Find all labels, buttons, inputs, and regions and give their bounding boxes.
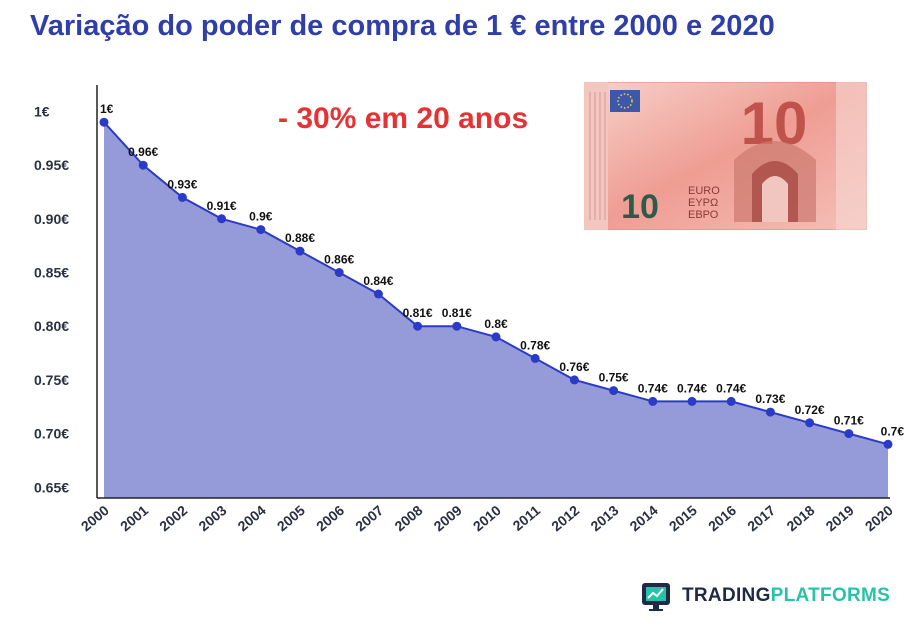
y-tick-label: 0.85€ xyxy=(34,265,69,281)
data-label: 0.75€ xyxy=(599,371,629,385)
data-point xyxy=(99,117,109,127)
svg-text:10: 10 xyxy=(621,188,659,226)
x-tick-label: 2012 xyxy=(548,502,582,534)
data-label: 0.76€ xyxy=(559,360,589,374)
x-tick-label: 2014 xyxy=(627,502,661,534)
chart-title: Variação do poder de compra de 1 € entre… xyxy=(30,10,775,42)
data-label: 0.93€ xyxy=(167,177,197,191)
data-point xyxy=(648,396,658,406)
brand-logo: TRADINGPLATFORMS xyxy=(640,578,890,614)
data-point xyxy=(138,160,148,170)
x-tick-label: 2018 xyxy=(783,502,817,534)
data-point xyxy=(413,321,423,331)
brand-name-part1: TRADING xyxy=(682,585,771,606)
svg-text:ЕВРО: ЕВРО xyxy=(688,209,719,221)
x-tick-label: 2007 xyxy=(352,502,386,534)
x-tick-label: 2017 xyxy=(744,502,778,534)
data-label: 0.72€ xyxy=(795,403,825,417)
x-tick-label: 2000 xyxy=(78,502,112,534)
x-tick-label: 2006 xyxy=(313,502,347,534)
data-label: 0.88€ xyxy=(285,231,315,245)
x-tick-label: 2005 xyxy=(274,502,308,534)
data-label: 0.81€ xyxy=(442,306,472,320)
x-tick-label: 2015 xyxy=(666,502,700,534)
y-tick-label: 0.70€ xyxy=(34,426,69,442)
data-label: 1€ xyxy=(100,102,114,116)
x-tick-label: 2003 xyxy=(195,502,229,534)
y-tick-label: 0.95€ xyxy=(34,157,69,173)
data-label: 0.9€ xyxy=(249,210,273,224)
data-label: 0.8€ xyxy=(484,317,508,331)
y-tick-label: 0.65€ xyxy=(34,479,69,495)
svg-text:EURO: EURO xyxy=(688,185,720,197)
data-point xyxy=(844,429,854,439)
x-tick-label: 2001 xyxy=(117,502,151,534)
x-tick-label: 2010 xyxy=(470,502,504,534)
annotation-text: - 30% em 20 anos xyxy=(278,102,529,135)
data-label: 0.86€ xyxy=(324,253,354,267)
euro-10-banknote-image: 10 EURO ΕΥΡΩ ЕВРО 10 xyxy=(584,82,867,230)
x-tick-label: 2002 xyxy=(156,502,190,534)
data-point xyxy=(805,418,815,428)
data-point xyxy=(765,407,775,417)
data-point xyxy=(883,439,893,449)
trading-platforms-logo-icon xyxy=(642,583,670,611)
data-point xyxy=(177,192,187,202)
data-point xyxy=(530,353,540,363)
data-point xyxy=(452,321,462,331)
x-tick-label: 2020 xyxy=(862,502,896,534)
data-label: 0.78€ xyxy=(520,338,550,352)
data-point xyxy=(609,386,619,396)
svg-text:ΕΥΡΩ: ΕΥΡΩ xyxy=(688,197,718,209)
x-tick-label: 2004 xyxy=(235,502,269,534)
y-tick-label: 0.80€ xyxy=(34,318,69,334)
data-point xyxy=(256,225,266,235)
brand-name-part2: PLATFORMS xyxy=(770,585,891,606)
data-point xyxy=(491,332,501,342)
data-label: 0.74€ xyxy=(638,381,668,395)
data-label: 0.74€ xyxy=(716,381,746,395)
data-point xyxy=(726,396,736,406)
data-label: 0.96€ xyxy=(128,145,158,159)
x-tick-label: 2009 xyxy=(431,502,465,534)
x-tick-label: 2011 xyxy=(510,502,544,534)
x-tick-label: 2016 xyxy=(705,502,739,534)
x-tick-label: 2013 xyxy=(587,502,621,534)
data-label: 0.71€ xyxy=(834,414,864,428)
x-tick-label: 2019 xyxy=(823,502,857,534)
data-point xyxy=(295,246,305,256)
data-label: 0.7€ xyxy=(881,424,905,438)
y-tick-label: 1€ xyxy=(34,103,50,119)
data-point xyxy=(334,268,344,277)
data-point xyxy=(373,289,383,299)
data-point xyxy=(217,214,227,224)
data-point xyxy=(569,375,579,385)
y-tick-label: 0.90€ xyxy=(34,211,69,227)
brand-name: TRADINGPLATFORMS xyxy=(682,585,890,607)
data-label: 0.84€ xyxy=(363,274,393,288)
data-label: 0.81€ xyxy=(403,306,433,320)
data-label: 0.74€ xyxy=(677,381,707,395)
y-tick-label: 0.75€ xyxy=(34,372,69,388)
data-label: 0.73€ xyxy=(755,392,785,406)
data-label: 0.91€ xyxy=(207,199,237,213)
x-tick-label: 2008 xyxy=(391,502,425,534)
data-point xyxy=(687,396,697,406)
